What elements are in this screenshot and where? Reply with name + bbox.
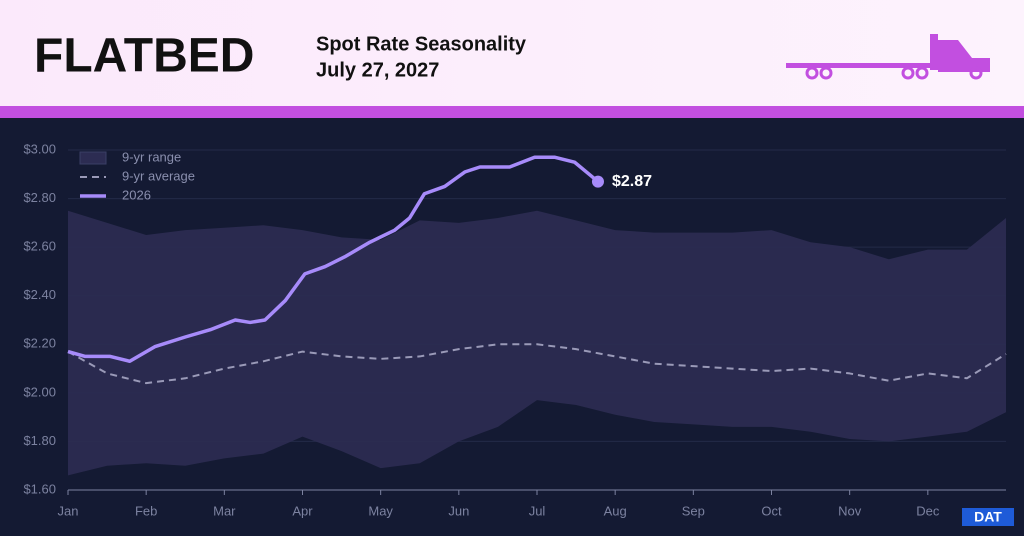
- legend-label: 9-yr average: [122, 168, 195, 183]
- x-tick-label: Jun: [448, 503, 469, 518]
- x-tick-label: Apr: [292, 503, 313, 518]
- x-tick-label: Nov: [838, 503, 862, 518]
- legend-label: 2026: [122, 187, 151, 202]
- y-tick-label: $1.80: [23, 433, 56, 448]
- legend-label: 9-yr range: [122, 149, 181, 164]
- x-tick-label: Jul: [529, 503, 546, 518]
- logo-bg: [962, 508, 1014, 526]
- truck-icon: [786, 34, 990, 80]
- x-tick-label: Jan: [58, 503, 79, 518]
- x-tick-label: Sep: [682, 503, 705, 518]
- legend-swatch: [79, 151, 107, 165]
- y-tick-label: $2.20: [23, 336, 56, 351]
- header-stripe: [0, 106, 1024, 118]
- brand: FLATBED: [34, 30, 254, 83]
- line-1: [67, 343, 1007, 385]
- value-label: $2.87: [612, 173, 652, 190]
- y-tick-label: $2.60: [23, 239, 56, 254]
- y-tick-label: $3.00: [23, 141, 56, 156]
- x-tick-label: Feb: [135, 503, 157, 518]
- x-tick-label: Oct: [761, 503, 782, 518]
- y-tick-label: $2.80: [23, 190, 56, 205]
- x-tick-label: Dec: [916, 503, 940, 518]
- y-tick-label: $1.60: [23, 481, 56, 496]
- x-tick-label: Aug: [604, 503, 627, 518]
- line-2: [67, 155, 600, 364]
- end-point: [591, 175, 604, 188]
- x-tick-label: Mar: [213, 503, 236, 518]
- logo: DAT: [974, 509, 1002, 525]
- header-bg: [0, 0, 1024, 106]
- x-tick-label: May: [368, 503, 393, 518]
- date: July 27, 2027: [316, 59, 439, 81]
- y-tick-label: $2.40: [23, 287, 56, 302]
- title: Spot Rate Seasonality: [316, 33, 527, 55]
- y-tick-label: $2.00: [23, 384, 56, 399]
